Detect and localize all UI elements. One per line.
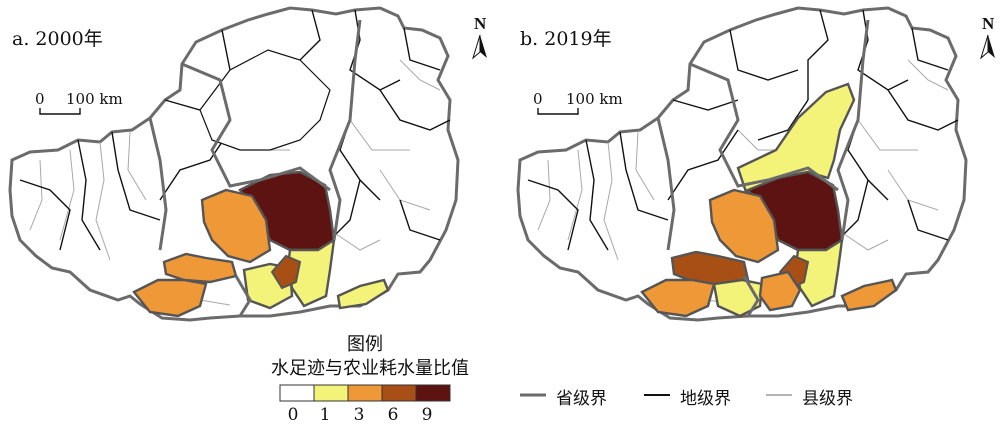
legend-title-2: 水足迹与农业耗水量比值 (271, 358, 469, 379)
province-boundaries-a (148, 19, 362, 317)
province-boundaries-b (656, 19, 870, 317)
legend-swatch-4 (415, 384, 451, 402)
scale-zero-a: 0 (35, 90, 45, 108)
legend-break-3: 6 (387, 405, 399, 425)
legend-swatch-2 (347, 384, 383, 402)
legend-title-1: 图例 (347, 334, 383, 355)
choropleth-a (132, 49, 390, 318)
north-label-a: N (474, 14, 487, 33)
region-southeast (840, 278, 898, 312)
north-arrow-b (980, 34, 995, 60)
region-southwest (132, 278, 208, 318)
region-southwest (640, 278, 716, 318)
legend-swatch-3 (381, 384, 417, 402)
legend-swatch-1 (313, 384, 349, 402)
panel-a-title: a. 2000年 (12, 28, 103, 50)
legend-label-province: 省级界 (556, 389, 607, 409)
region-central-south (758, 270, 802, 312)
prefecture-boundaries-b (527, 9, 959, 251)
scale-text-a: 100 km (66, 90, 123, 108)
region-southeast (336, 278, 390, 310)
north-label-b: N (982, 14, 995, 33)
legend-break-0: 0 (287, 405, 299, 425)
map-panel-a (8, 6, 487, 322)
legend-label-prefecture: 地级界 (680, 389, 731, 409)
region-central-left (200, 188, 272, 264)
scale-zero-b: 0 (533, 90, 543, 108)
map-panel-b (516, 6, 995, 322)
scale-bar-b (537, 108, 579, 115)
region-north (199, 49, 331, 151)
legend-swatches (279, 384, 451, 402)
scale-bar-a (39, 108, 81, 115)
legend-label-county: 县级界 (802, 389, 853, 409)
north-arrow-a (472, 34, 487, 60)
legend-swatch-0 (279, 384, 315, 402)
legend-break-1: 1 (319, 405, 331, 425)
scale-text-b: 100 km (566, 90, 623, 108)
region-small-dark (270, 254, 302, 290)
panel-b-title: b. 2019年 (520, 28, 612, 50)
choropleth-b (640, 82, 898, 318)
region-central-left (708, 188, 780, 264)
legend-break-4: 9 (421, 405, 433, 425)
legend-break-2: 3 (353, 405, 365, 425)
